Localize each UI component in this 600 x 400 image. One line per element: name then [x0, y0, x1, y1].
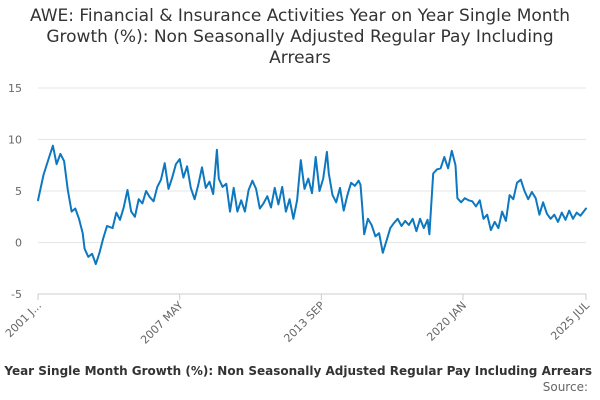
- x-tick-label: 2025 JUL: [548, 298, 592, 342]
- y-tick-label: 10: [8, 134, 22, 147]
- legend[interactable]: AWE: Financial & Insurance Activities Ye…: [0, 363, 600, 381]
- x-tick-label: 2001 J...: [3, 299, 44, 340]
- y-tick-label: 5: [15, 185, 22, 198]
- x-axis: 2001 J... 2007 MAY 2013 SEP 2020 JAN 2025 JU…: [3, 293, 593, 347]
- x-tick-label: 2013 SEP: [281, 299, 327, 345]
- series-line[interactable]: [37, 144, 587, 266]
- y-tick-label: 0: [15, 237, 22, 250]
- legend-item-label[interactable]: AWE: Financial & Insurance Activities Ye…: [0, 364, 592, 378]
- chart-title: AWE: Financial & Insurance Activities Ye…: [30, 6, 570, 68]
- series-lines: [37, 144, 587, 266]
- y-tick-label: -5: [11, 288, 22, 301]
- y-axis-tick-labels: -5 0 5 10 15: [8, 82, 22, 301]
- y-tick-label: 15: [8, 82, 22, 95]
- x-tick-label: 2020 JAN: [424, 299, 469, 344]
- source-label: Source:: [542, 380, 588, 394]
- x-tick-label: 2007 MAY: [138, 299, 186, 347]
